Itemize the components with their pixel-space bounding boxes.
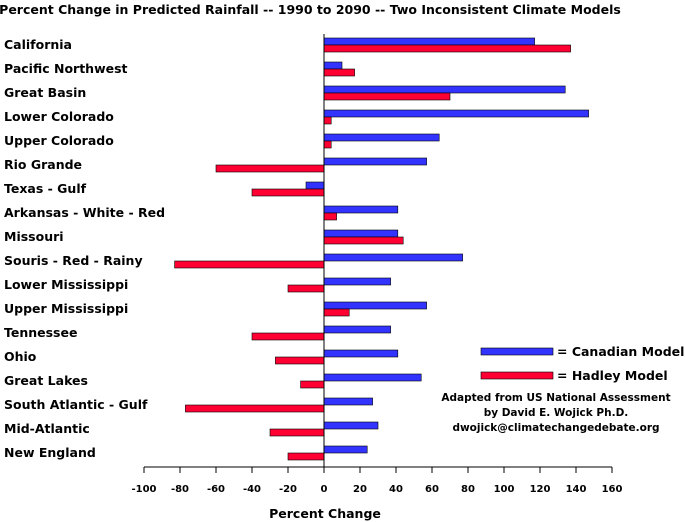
legend: = Canadian Model = Hadley Model [480, 344, 684, 383]
hadley-model-bar [174, 260, 325, 269]
category-label: New England [4, 445, 96, 460]
bars-group [174, 37, 589, 461]
x-tick-label: -20 [279, 484, 297, 495]
canadian-model-bar [323, 421, 379, 430]
canadian-model-bar [323, 253, 463, 262]
category-label: Upper Mississippi [4, 301, 128, 316]
category-label: Texas - Gulf [4, 181, 87, 196]
hadley-model-bar [275, 356, 325, 365]
category-label: Tennessee [4, 325, 77, 340]
canadian-model-legend-label: = Canadian Model [557, 344, 684, 359]
canadian-model-bar [323, 349, 399, 358]
canadian-model-bar [323, 133, 440, 142]
hadley-model-bar [251, 188, 325, 197]
x-tick-label: 40 [389, 484, 403, 495]
hadley-model-bar [185, 404, 325, 413]
hadley-model-swatch [480, 371, 554, 380]
category-label: California [4, 37, 72, 52]
canadian-model-bar [323, 85, 566, 94]
category-label: Ohio [4, 349, 37, 364]
annotation-line: Adapted from US National Assessment [441, 392, 670, 404]
x-tick-label: -100 [131, 484, 156, 495]
category-label: Arkansas - White - Red [4, 205, 165, 220]
x-tick-label: 160 [602, 484, 623, 495]
x-tick-label: 20 [353, 484, 367, 495]
hadley-model-bar [251, 332, 325, 341]
annotation-line: dwojick@climatechangedebate.org [452, 422, 659, 434]
category-label: Lower Colorado [4, 109, 114, 124]
hadley-model-bar [287, 452, 325, 461]
category-label: South Atlantic - Gulf [4, 397, 148, 412]
category-label: Souris - Red - Rainy [4, 253, 143, 268]
hadley-model-bar [323, 308, 350, 317]
category-label: Pacific Northwest [4, 61, 128, 76]
category-label: Rio Grande [4, 157, 82, 172]
chart-title: Percent Change in Predicted Rainfall -- … [0, 2, 621, 17]
hadley-model-bar [269, 428, 325, 437]
hadley-model-legend-label: = Hadley Model [557, 368, 668, 383]
hadley-model-bar [323, 116, 332, 125]
canadian-model-swatch [480, 347, 554, 356]
category-labels: California Pacific Northwest Great Basin Lo… [4, 37, 165, 460]
canadian-model-bar [323, 445, 368, 454]
source-annotation: Adapted from US National Assessment by Da… [441, 392, 670, 434]
hadley-model-bar [287, 284, 325, 293]
canadian-model-bar [323, 229, 399, 238]
hadley-model-bar [323, 212, 337, 221]
hadley-model-bar [323, 44, 571, 53]
canadian-model-bar [305, 181, 325, 190]
category-label: Great Basin [4, 85, 86, 100]
x-tick-marks: -100 -80 -60 -40 -20 0 20 40 60 80 100 120 140 160 [131, 467, 622, 495]
x-tick-label: 120 [530, 484, 551, 495]
hadley-model-bar [323, 140, 332, 149]
canadian-model-bar [323, 205, 399, 214]
category-label: Upper Colorado [4, 133, 114, 148]
canadian-model-bar [323, 397, 373, 406]
category-label: Mid-Atlantic [4, 421, 90, 436]
canadian-model-bar [323, 325, 391, 334]
x-tick-label: 0 [321, 484, 328, 495]
hadley-model-bar [323, 68, 355, 77]
hadley-model-bar [300, 380, 325, 389]
annotation-line: by David E. Wojick Ph.D. [484, 407, 629, 419]
x-tick-label: 100 [494, 484, 515, 495]
x-tick-label: -60 [207, 484, 225, 495]
x-tick-label: 140 [566, 484, 587, 495]
canadian-model-bar [323, 61, 343, 70]
category-label: Lower Mississippi [4, 277, 128, 292]
canadian-model-bar [323, 373, 422, 382]
x-tick-label: -40 [243, 484, 261, 495]
canadian-model-bar [323, 277, 391, 286]
x-axis-label: Percent Change [269, 506, 381, 521]
x-tick-label: -80 [171, 484, 189, 495]
hadley-model-bar [323, 92, 451, 101]
canadian-model-bar [323, 157, 427, 166]
hadley-model-bar [323, 236, 404, 245]
x-tick-label: 60 [425, 484, 439, 495]
x-tick-label: 80 [461, 484, 475, 495]
category-label: Great Lakes [4, 373, 88, 388]
hadley-model-bar [215, 164, 325, 173]
canadian-model-bar [323, 109, 589, 118]
canadian-model-bar [323, 37, 535, 46]
category-label: Missouri [4, 229, 64, 244]
canadian-model-bar [323, 301, 427, 310]
